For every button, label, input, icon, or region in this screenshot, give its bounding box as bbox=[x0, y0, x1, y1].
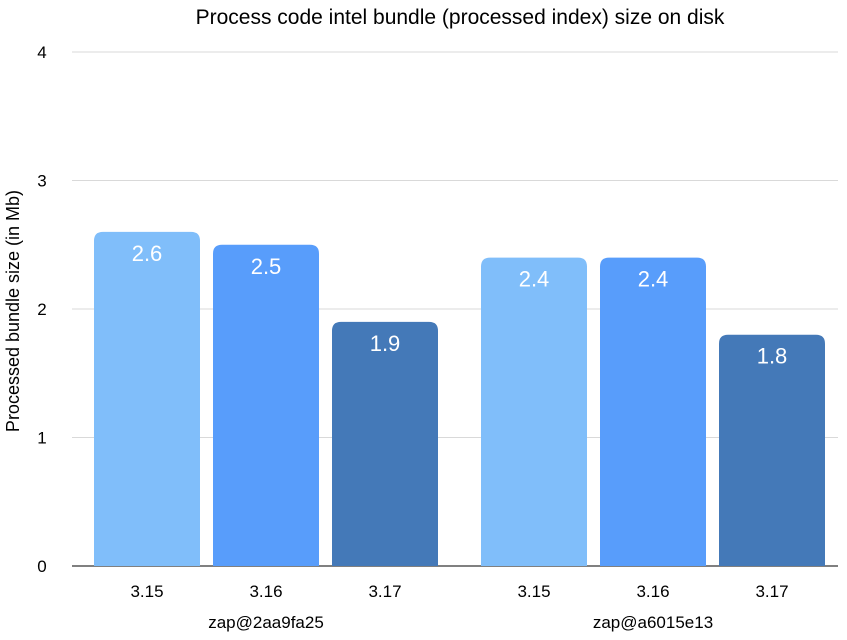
bar bbox=[481, 257, 587, 566]
y-tick-label: 3 bbox=[37, 172, 46, 191]
bar-value-label: 1.9 bbox=[370, 331, 401, 356]
y-tick-label: 2 bbox=[37, 300, 46, 319]
x-axis-labels: 3.15 3.16 3.17 zap@2aa9fa25 3.15 3.16 3.17 zap@… bbox=[130, 582, 788, 632]
x-tick-label: 3.15 bbox=[130, 582, 163, 601]
y-tick-label: 0 bbox=[37, 557, 46, 576]
bar-value-label: 2.4 bbox=[638, 267, 669, 292]
bar-value-label: 2.5 bbox=[251, 254, 282, 279]
x-tick-label: 3.17 bbox=[755, 582, 788, 601]
bar-value-label: 2.4 bbox=[519, 267, 550, 292]
bar-value-label: 1.8 bbox=[757, 344, 788, 369]
bar bbox=[600, 257, 706, 566]
bar bbox=[213, 244, 319, 566]
x-group-label: zap@a6015e13 bbox=[593, 613, 713, 632]
bar bbox=[719, 334, 825, 566]
y-axis-ticks: 0 1 2 3 4 bbox=[37, 43, 46, 576]
x-group-label: zap@2aa9fa25 bbox=[208, 613, 324, 632]
x-tick-label: 3.17 bbox=[368, 582, 401, 601]
y-tick-label: 1 bbox=[37, 429, 46, 448]
x-tick-label: 3.16 bbox=[636, 582, 669, 601]
y-tick-label: 4 bbox=[37, 43, 46, 62]
y-axis-label: Processed bundle size (in Mb) bbox=[3, 190, 23, 432]
chart-title: Process code intel bundle (processed ind… bbox=[196, 6, 725, 29]
x-tick-label: 3.16 bbox=[249, 582, 282, 601]
bars: 2.6 2.5 1.9 2.4 2.4 1.8 bbox=[94, 231, 825, 566]
bar-value-label: 2.6 bbox=[132, 241, 163, 266]
bar bbox=[332, 321, 438, 566]
bar bbox=[94, 231, 200, 566]
x-tick-label: 3.15 bbox=[517, 582, 550, 601]
